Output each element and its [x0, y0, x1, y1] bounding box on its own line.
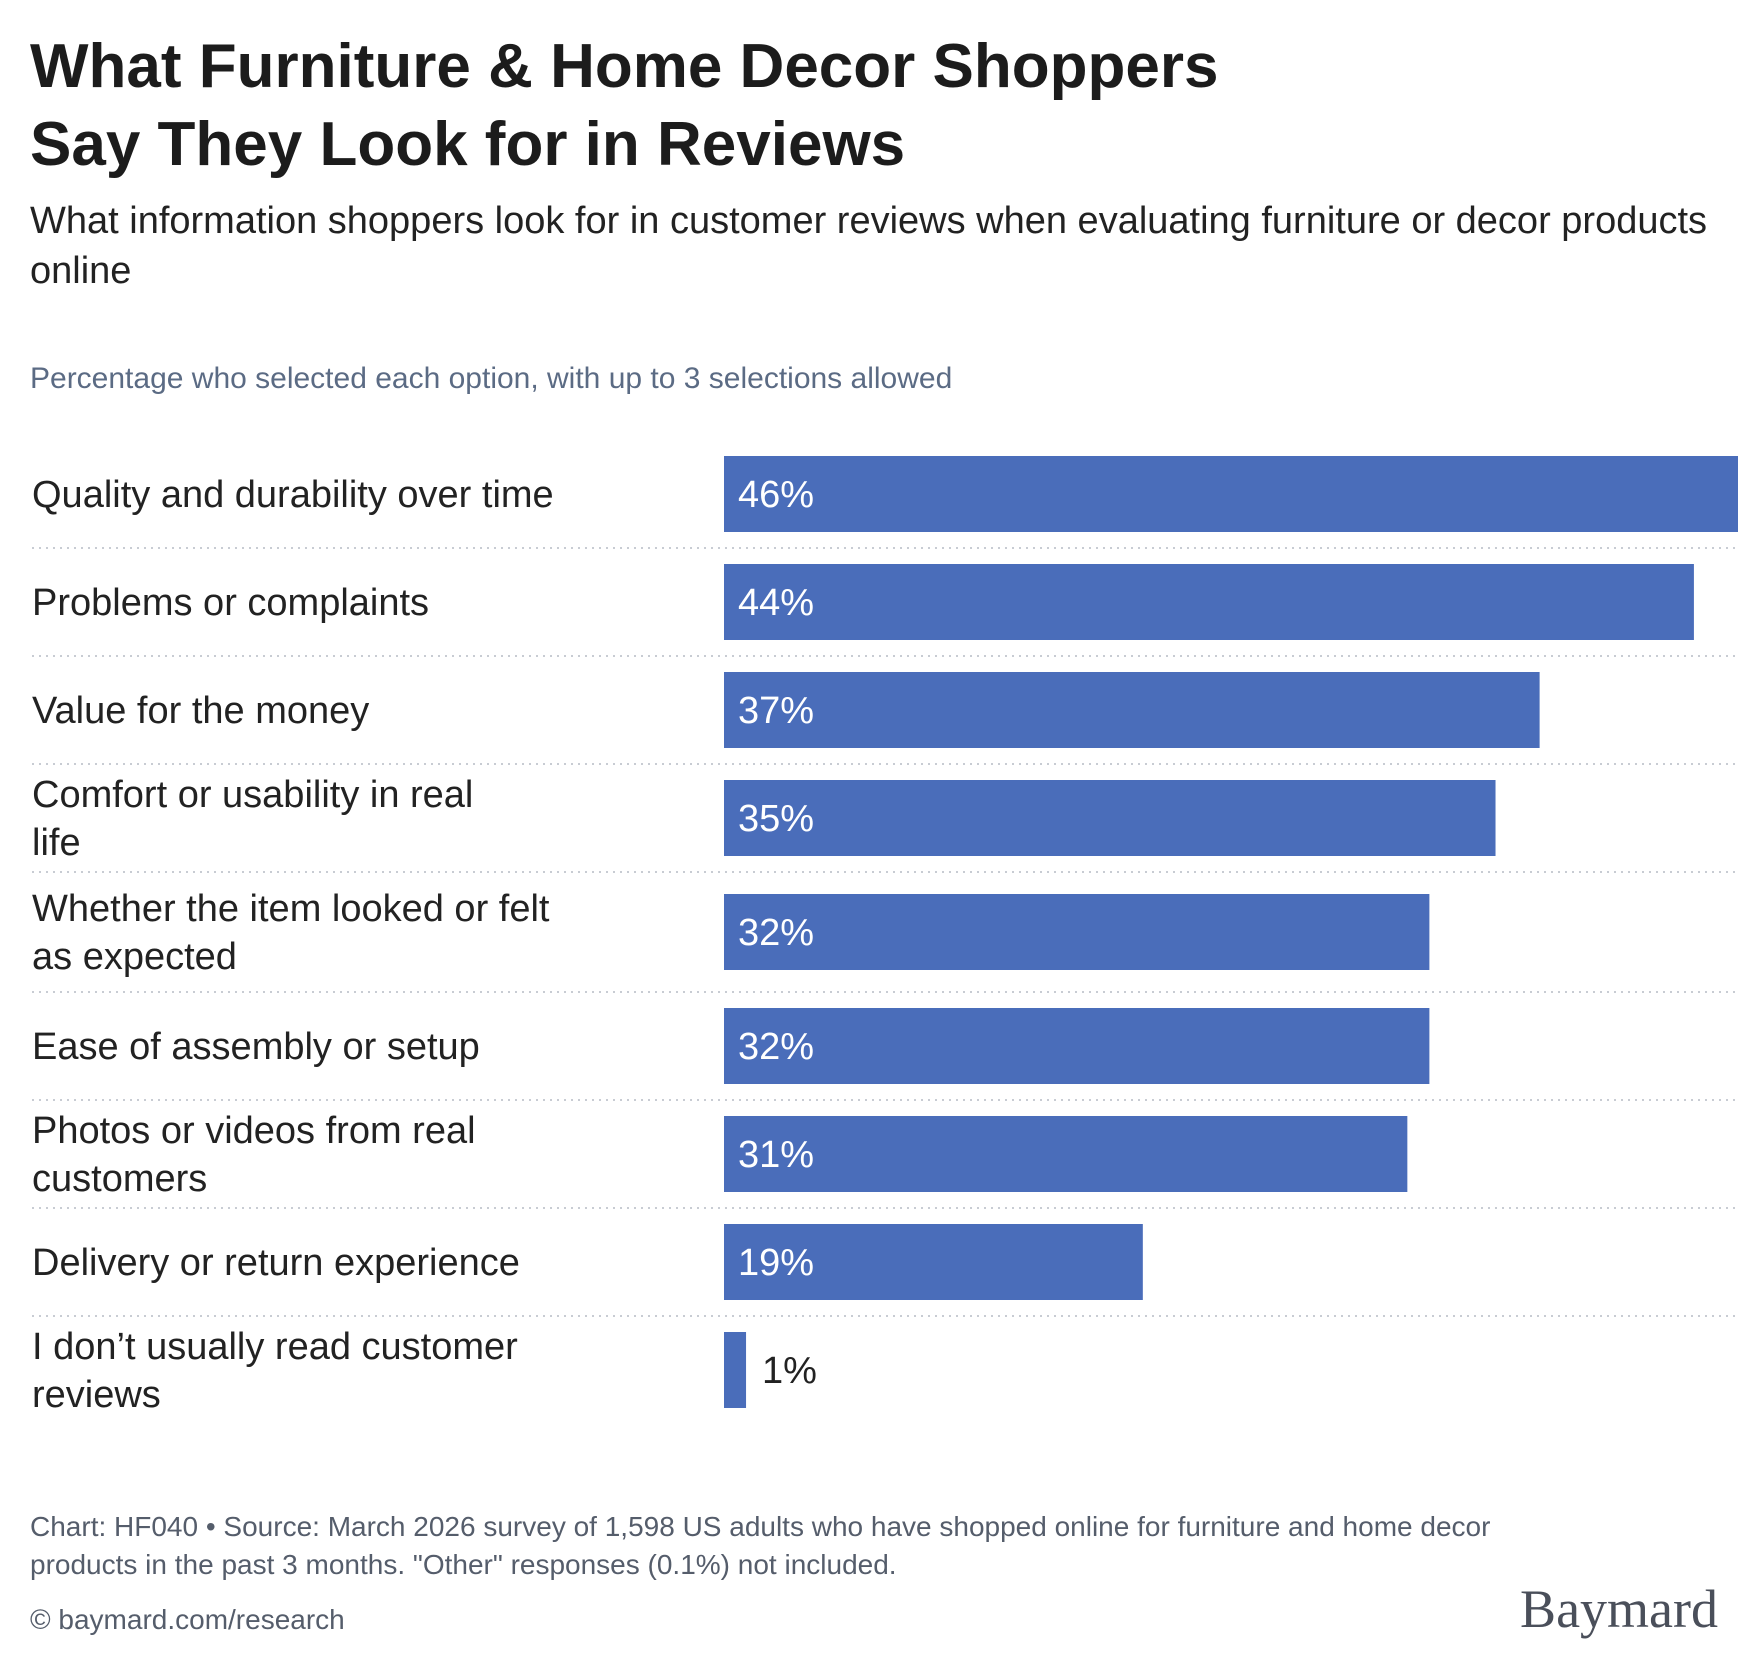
- bar-1: [724, 456, 1738, 532]
- bar-3: [724, 672, 1540, 748]
- value-label-8: 19%: [738, 1242, 814, 1284]
- value-label-1: 46%: [738, 474, 814, 516]
- bar-4: [724, 780, 1496, 856]
- footer-url: © baymard.com/research: [30, 1604, 345, 1635]
- bar-chart: Quality and durability over time 46% Probl…: [32, 456, 1738, 1416]
- value-label-2: 44%: [738, 582, 814, 624]
- bar-8: [724, 1224, 1143, 1300]
- chart-title-line-1: What Furniture & Home Decor Shoppers: [30, 32, 1219, 101]
- category-label-1: Quality and durability over time: [32, 474, 554, 516]
- chart-title: What Furniture & Home Decor Shoppers Say…: [30, 28, 1630, 184]
- category-label-2: Problems or complaints: [32, 582, 429, 624]
- category-label-5: Whether the item looked or felt as expect…: [32, 888, 550, 978]
- bar-7: [724, 1116, 1408, 1192]
- value-label-5: 32%: [738, 912, 814, 954]
- chart-title-line-2: Say They Look for in Reviews: [30, 110, 906, 179]
- category-label-6: Ease of assembly or setup: [32, 1026, 480, 1068]
- bar-6: [724, 1008, 1430, 1084]
- logo-wordmark: Baymard: [1520, 1579, 1718, 1639]
- value-label-7: 31%: [738, 1134, 814, 1176]
- footer-source: Chart: HF040 • Source: March 2026 survey…: [30, 1511, 1491, 1580]
- category-label-7: Photos or videos from real customers: [32, 1110, 476, 1200]
- chart-note: Percentage who selected each option, wit…: [30, 362, 953, 395]
- category-label-4: Comfort or usability in real life: [32, 774, 473, 864]
- category-label-3: Value for the money: [32, 690, 369, 732]
- value-label-4: 35%: [738, 798, 814, 840]
- bar-9: [724, 1332, 747, 1408]
- value-label-6: 32%: [738, 1026, 814, 1068]
- value-label-3: 37%: [738, 690, 814, 732]
- category-label-9: I don’t usually read customer reviews: [32, 1326, 518, 1416]
- bar-5: [724, 894, 1430, 970]
- chart-subtitle: What information shoppers look for in cu…: [30, 200, 1708, 292]
- bar-2: [724, 564, 1694, 640]
- value-label-9: 1%: [762, 1350, 817, 1392]
- category-label-8: Delivery or return experience: [32, 1242, 520, 1284]
